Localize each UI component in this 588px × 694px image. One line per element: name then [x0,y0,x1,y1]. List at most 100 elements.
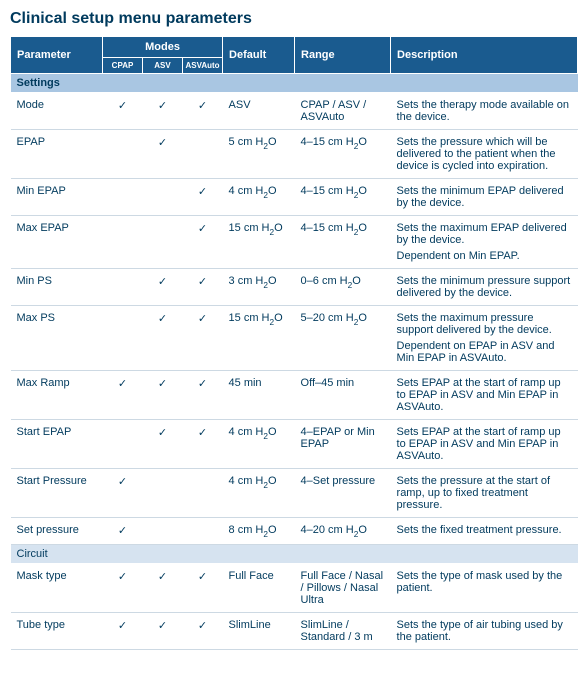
cell-mode: ✓ [183,306,223,371]
cell-mode: ✓ [183,613,223,650]
check-icon: ✓ [198,427,207,439]
cell-range: 4–15 cm H2O [295,130,391,179]
check-icon: ✓ [118,571,127,583]
table-row: Max EPAP✓15 cm H2O4–15 cm H2OSets the ma… [11,216,578,269]
check-icon: ✓ [198,186,207,198]
section-row: Settings [11,74,578,93]
check-icon: ✓ [158,620,167,632]
cell-default: Full Face [223,564,295,613]
table-row: Start EPAP✓✓4 cm H2O4–EPAP or Min EPAPSe… [11,420,578,469]
cell-parameter: Max Ramp [11,371,103,420]
cell-mode: ✓ [143,613,183,650]
cell-mode: ✓ [103,371,143,420]
cell-range: 4–15 cm H2O [295,179,391,216]
cell-default: 4 cm H2O [223,469,295,518]
description-line: Sets the maximum pressure support delive… [397,312,572,336]
cell-range: CPAP / ASV / ASVAuto [295,93,391,130]
col-default: Default [223,37,295,74]
col-mode-cpap: CPAP [103,58,143,74]
cell-mode [143,179,183,216]
cell-mode [183,518,223,545]
section-label: Circuit [11,545,578,564]
cell-description: Sets the pressure at the start of ramp, … [391,469,578,518]
table-row: Set pressure✓8 cm H2O4–20 cm H2OSets the… [11,518,578,545]
check-icon: ✓ [158,137,167,149]
table-row: Start Pressure✓4 cm H2O4–Set pressureSet… [11,469,578,518]
description-line: Sets EPAP at the start of ramp up to EPA… [397,426,572,462]
check-icon: ✓ [198,571,207,583]
cell-range: 4–20 cm H2O [295,518,391,545]
cell-mode: ✓ [103,93,143,130]
description-line: Sets the therapy mode available on the d… [397,99,572,123]
col-range: Range [295,37,391,74]
description-line: Sets the type of mask used by the patien… [397,570,572,594]
description-line: Sets the pressure which will be delivere… [397,136,572,172]
page-title: Clinical setup menu parameters [10,10,578,28]
cell-default: SlimLine [223,613,295,650]
cell-default: 4 cm H2O [223,179,295,216]
cell-description: Sets the fixed treatment pressure. [391,518,578,545]
cell-mode: ✓ [143,564,183,613]
cell-description: Sets EPAP at the start of ramp up to EPA… [391,371,578,420]
cell-mode: ✓ [143,306,183,371]
description-line: Sets the minimum pressure support delive… [397,275,572,299]
cell-mode: ✓ [183,420,223,469]
cell-mode: ✓ [103,564,143,613]
cell-mode: ✓ [143,269,183,306]
col-parameter: Parameter [11,37,103,74]
cell-mode [183,130,223,179]
check-icon: ✓ [198,620,207,632]
cell-mode [143,469,183,518]
check-icon: ✓ [158,571,167,583]
cell-default: 3 cm H2O [223,269,295,306]
cell-parameter: Mode [11,93,103,130]
table-row: EPAP✓5 cm H2O4–15 cm H2OSets the pressur… [11,130,578,179]
cell-default: 15 cm H2O [223,306,295,371]
check-icon: ✓ [198,378,207,390]
col-mode-asv: ASV [143,58,183,74]
cell-description: Sets the minimum pressure support delive… [391,269,578,306]
check-icon: ✓ [118,476,127,488]
cell-mode: ✓ [103,518,143,545]
cell-default: 4 cm H2O [223,420,295,469]
cell-description: Sets the maximum pressure support delive… [391,306,578,371]
cell-parameter: Min PS [11,269,103,306]
cell-default: ASV [223,93,295,130]
description-line: Dependent on EPAP in ASV and Min EPAP in… [397,340,572,364]
section-label: Settings [11,74,578,93]
cell-parameter: Max PS [11,306,103,371]
cell-description: Sets the type of air tubing used by the … [391,613,578,650]
cell-default: 15 cm H2O [223,216,295,269]
check-icon: ✓ [158,313,167,325]
cell-mode: ✓ [183,371,223,420]
cell-mode [143,216,183,269]
cell-range: 0–6 cm H2O [295,269,391,306]
cell-default: 45 min [223,371,295,420]
description-line: Sets the maximum EPAP delivered by the d… [397,222,572,246]
section-row: Circuit [11,545,578,564]
cell-parameter: Min EPAP [11,179,103,216]
check-icon: ✓ [158,427,167,439]
cell-default: 8 cm H2O [223,518,295,545]
cell-mode: ✓ [143,420,183,469]
check-icon: ✓ [198,313,207,325]
cell-mode [103,216,143,269]
cell-mode: ✓ [183,216,223,269]
table-row: Max Ramp✓✓✓45 minOff–45 minSets EPAP at … [11,371,578,420]
cell-range: Full Face / Nasal / Pillows / Nasal Ultr… [295,564,391,613]
cell-parameter: Start Pressure [11,469,103,518]
check-icon: ✓ [118,525,127,537]
cell-mode: ✓ [183,564,223,613]
cell-description: Sets the minimum EPAP delivered by the d… [391,179,578,216]
cell-mode [183,469,223,518]
cell-range: 4–EPAP or Min EPAP [295,420,391,469]
table-row: Mask type✓✓✓Full FaceFull Face / Nasal /… [11,564,578,613]
cell-range: Off–45 min [295,371,391,420]
description-line: Sets the minimum EPAP delivered by the d… [397,185,572,209]
check-icon: ✓ [158,378,167,390]
check-icon: ✓ [118,100,127,112]
cell-description: Sets EPAP at the start of ramp up to EPA… [391,420,578,469]
table-row: Max PS✓✓15 cm H2O5–20 cm H2OSets the max… [11,306,578,371]
cell-mode [103,179,143,216]
cell-description: Sets the maximum EPAP delivered by the d… [391,216,578,269]
